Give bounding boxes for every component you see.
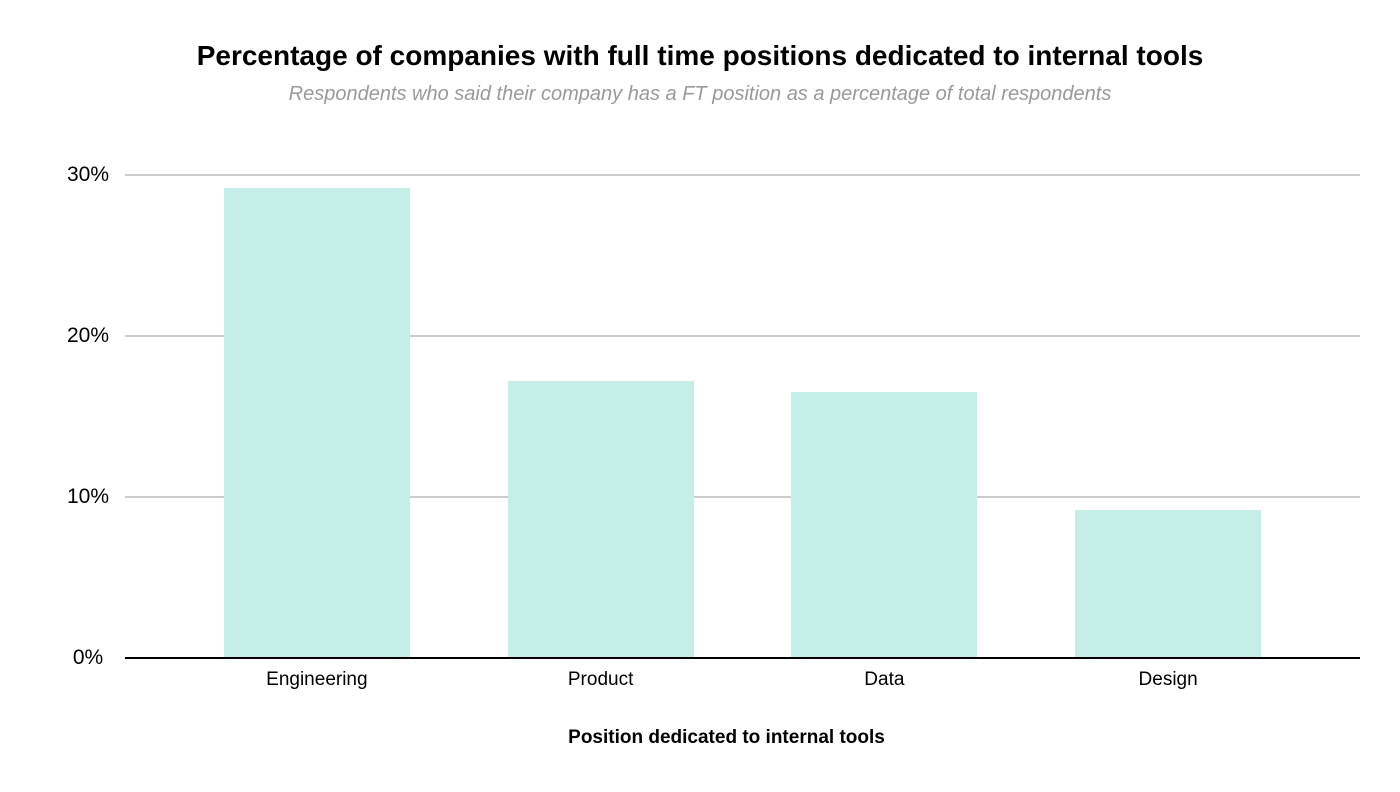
x-axis-baseline (125, 657, 1360, 659)
x-category-label-data: Data (864, 669, 905, 690)
y-tick-label-10%: 10% (66, 485, 110, 508)
y-tick-label-0%: 0% (72, 646, 104, 669)
bar-engineering (223, 187, 410, 658)
bar-data (791, 392, 978, 658)
y-tick-label-20%: 20% (66, 324, 110, 347)
bar-design (1075, 509, 1262, 658)
chart-title: Percentage of companies with full time p… (196, 40, 1204, 71)
chart-subtitle: Respondents who said their company has a… (288, 83, 1112, 105)
gridline-10% (125, 496, 1360, 498)
gridline-20% (125, 335, 1360, 337)
x-category-label-design: Design (1138, 669, 1198, 690)
bar-product (507, 381, 694, 658)
x-category-label-product: Product (567, 669, 634, 690)
y-tick-label-30%: 30% (66, 163, 110, 186)
x-category-label-engineering: Engineering (266, 669, 368, 690)
x-axis-title: Position dedicated to internal tools (568, 727, 885, 748)
gridline-30% (125, 174, 1360, 176)
